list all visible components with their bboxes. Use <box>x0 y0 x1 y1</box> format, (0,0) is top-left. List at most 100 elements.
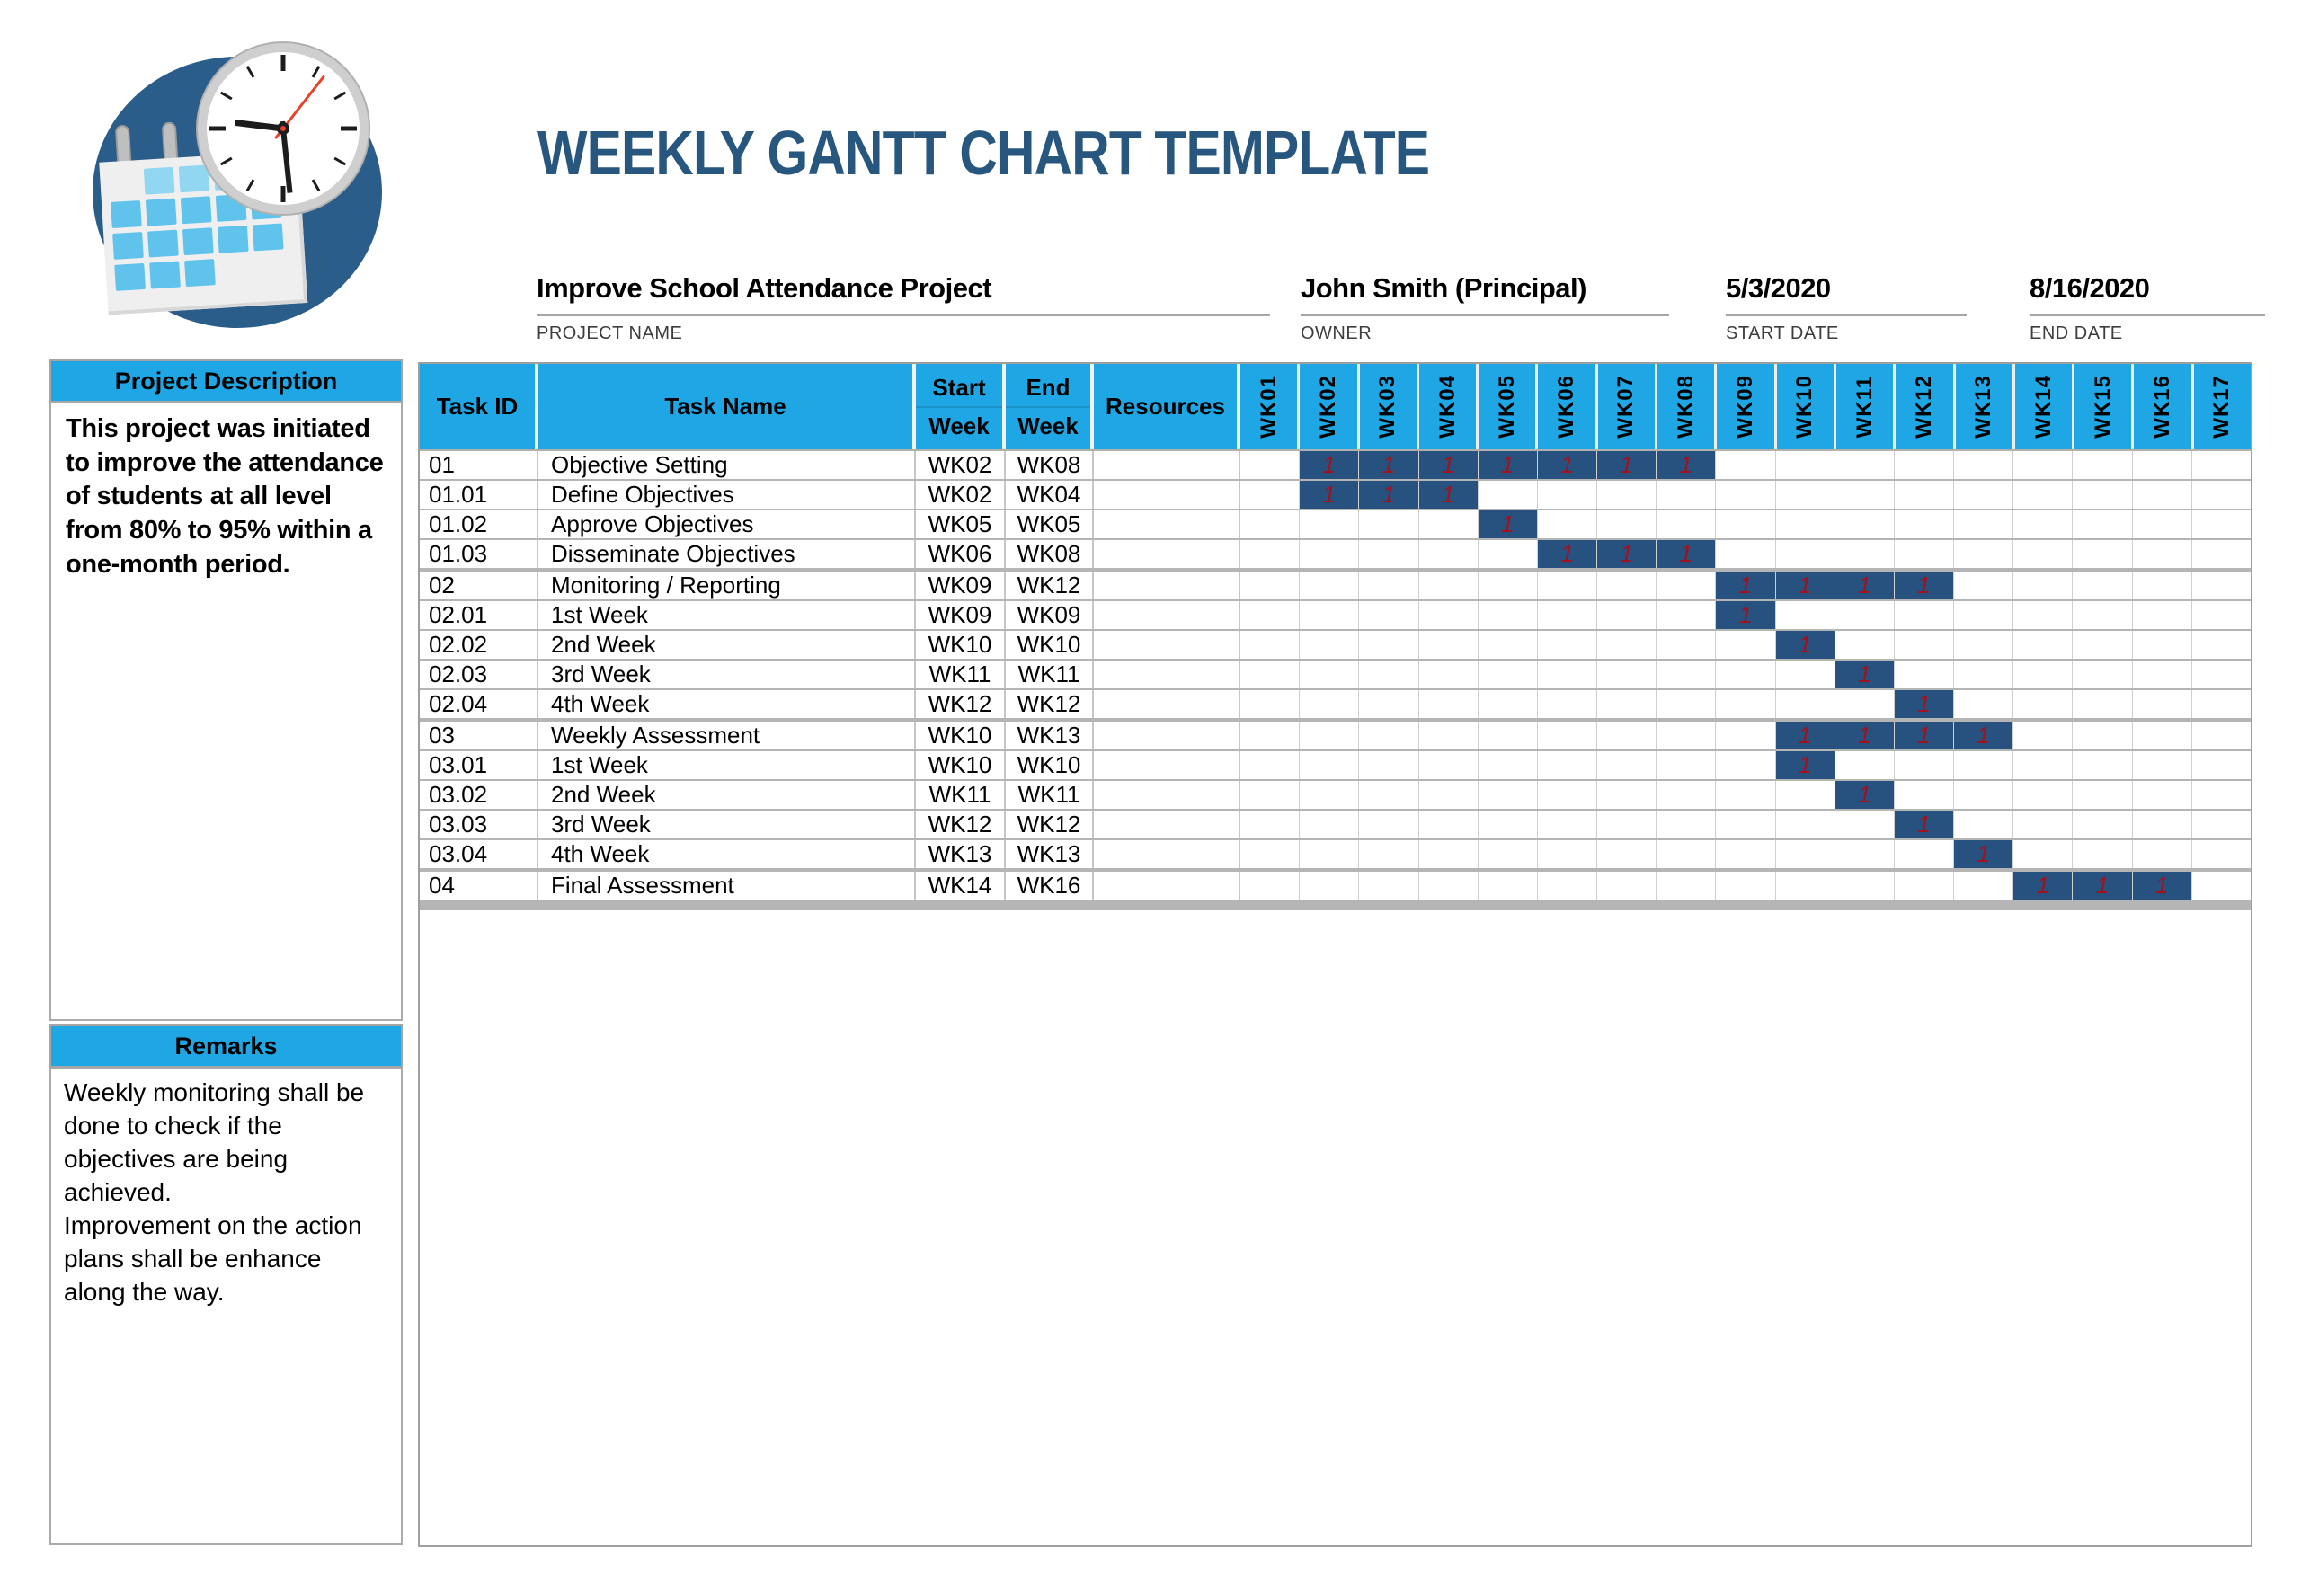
gantt-cell[interactable] <box>1954 872 2014 900</box>
gantt-cell[interactable]: 1 <box>1894 572 1955 599</box>
gantt-cell[interactable] <box>2192 510 2251 538</box>
task-name-cell[interactable]: Weekly Assessment <box>538 722 916 749</box>
gantt-cell[interactable] <box>1657 572 1717 599</box>
gantt-cell[interactable]: 1 <box>1775 751 1835 779</box>
gantt-cell[interactable] <box>2192 722 2251 749</box>
gantt-cell[interactable] <box>1538 811 1598 838</box>
gantt-cell[interactable] <box>1597 601 1657 629</box>
gantt-cell[interactable] <box>2192 572 2251 599</box>
gantt-cell[interactable] <box>1954 751 2014 779</box>
gantt-cell[interactable]: 1 <box>1657 451 1717 479</box>
task-name-cell[interactable]: Disseminate Objectives <box>538 540 916 568</box>
gantt-cell[interactable] <box>2192 811 2251 838</box>
gantt-cell[interactable] <box>1716 781 1776 809</box>
gantt-cell[interactable] <box>2133 722 2192 749</box>
resources-cell[interactable] <box>1094 540 1240 568</box>
resources-cell[interactable] <box>1094 631 1240 659</box>
end-week-cell[interactable]: WK16 <box>1006 872 1094 900</box>
gantt-cell[interactable] <box>1716 840 1776 868</box>
gantt-cell[interactable] <box>2192 840 2251 868</box>
gantt-cell[interactable] <box>1240 872 1301 900</box>
task-name-cell[interactable]: 3rd Week <box>538 811 916 838</box>
gantt-cell[interactable]: 1 <box>1300 451 1360 479</box>
gantt-cell[interactable] <box>1895 451 1955 479</box>
resources-cell[interactable] <box>1094 722 1240 749</box>
gantt-cell[interactable] <box>1240 840 1301 868</box>
gantt-cell[interactable]: 1 <box>1657 540 1717 568</box>
gantt-cell[interactable] <box>1479 872 1538 900</box>
gantt-cell[interactable]: 1 <box>1597 451 1657 479</box>
task-name-cell[interactable]: 2nd Week <box>538 631 916 659</box>
end-week-cell[interactable]: WK12 <box>1006 572 1094 599</box>
end-week-cell[interactable]: WK04 <box>1006 481 1094 509</box>
gantt-cell[interactable] <box>1895 631 1955 659</box>
gantt-cell[interactable] <box>1776 510 1835 538</box>
start-week-cell[interactable]: WK13 <box>916 840 1006 868</box>
gantt-cell[interactable] <box>2192 451 2251 479</box>
gantt-cell[interactable] <box>1419 811 1479 838</box>
gantt-cell[interactable] <box>1597 631 1657 659</box>
gantt-cell[interactable] <box>1716 811 1776 838</box>
gantt-cell[interactable] <box>2133 481 2192 509</box>
gantt-cell[interactable] <box>2192 751 2251 779</box>
gantt-cell[interactable] <box>1538 510 1598 538</box>
gantt-cell[interactable] <box>2133 451 2192 479</box>
task-id-cell[interactable]: 01.03 <box>420 540 538 568</box>
gantt-cell[interactable] <box>1657 510 1717 538</box>
gantt-cell[interactable] <box>1538 872 1598 900</box>
task-id-cell[interactable]: 02.02 <box>420 631 538 659</box>
gantt-cell[interactable] <box>2133 631 2192 659</box>
gantt-cell[interactable] <box>1776 661 1835 688</box>
gantt-cell[interactable] <box>2013 510 2074 538</box>
gantt-cell[interactable] <box>1479 811 1538 838</box>
task-name-cell[interactable]: Approve Objectives <box>538 510 916 538</box>
task-id-cell[interactable]: 03.04 <box>420 840 538 868</box>
resources-cell[interactable] <box>1094 481 1240 509</box>
gantt-cell[interactable]: 1 <box>1775 631 1835 659</box>
gantt-cell[interactable] <box>2073 510 2133 538</box>
gantt-cell[interactable] <box>1776 872 1835 900</box>
gantt-cell[interactable] <box>1359 572 1419 599</box>
gantt-cell[interactable] <box>1597 510 1657 538</box>
end-week-cell[interactable]: WK10 <box>1006 751 1094 779</box>
gantt-cell[interactable] <box>1300 781 1360 809</box>
gantt-cell[interactable] <box>1419 872 1479 900</box>
gantt-cell[interactable] <box>1835 690 1895 718</box>
gantt-cell[interactable] <box>2192 481 2251 509</box>
gantt-cell[interactable] <box>1300 690 1360 718</box>
gantt-cell[interactable]: 1 <box>1597 540 1657 568</box>
gantt-cell[interactable] <box>1359 510 1419 538</box>
gantt-cell[interactable] <box>1716 661 1776 688</box>
start-week-cell[interactable]: WK10 <box>916 751 1006 779</box>
start-week-cell[interactable]: WK11 <box>916 661 1006 688</box>
gantt-cell[interactable] <box>1657 481 1717 509</box>
gantt-cell[interactable] <box>1359 840 1419 868</box>
gantt-cell[interactable]: 1 <box>1478 510 1538 538</box>
gantt-cell[interactable] <box>2073 540 2133 568</box>
gantt-cell[interactable] <box>1240 811 1301 838</box>
start-week-cell[interactable]: WK12 <box>916 690 1006 718</box>
gantt-cell[interactable] <box>2013 840 2074 868</box>
end-week-cell[interactable]: WK10 <box>1006 631 1094 659</box>
task-name-cell[interactable]: 2nd Week <box>538 781 916 809</box>
end-week-cell[interactable]: WK12 <box>1006 811 1094 838</box>
gantt-cell[interactable] <box>1597 572 1657 599</box>
gantt-cell[interactable] <box>1479 601 1538 629</box>
gantt-cell[interactable] <box>1835 872 1895 900</box>
project-name-value[interactable]: Improve School Attendance Project <box>537 272 1270 316</box>
gantt-cell[interactable] <box>2013 811 2074 838</box>
start-week-cell[interactable]: WK02 <box>916 451 1006 479</box>
gantt-cell[interactable] <box>2073 572 2133 599</box>
gantt-cell[interactable] <box>2192 661 2251 688</box>
gantt-cell[interactable] <box>1419 631 1479 659</box>
task-name-cell[interactable]: 1st Week <box>538 751 916 779</box>
gantt-cell[interactable] <box>1835 601 1895 629</box>
gantt-cell[interactable] <box>1479 781 1538 809</box>
gantt-cell[interactable] <box>2013 481 2074 509</box>
gantt-cell[interactable] <box>1479 661 1538 688</box>
gantt-cell[interactable] <box>1359 811 1419 838</box>
gantt-cell[interactable] <box>2073 690 2133 718</box>
task-name-cell[interactable]: Objective Setting <box>538 451 916 479</box>
gantt-cell[interactable]: 1 <box>1835 722 1895 749</box>
gantt-cell[interactable] <box>1954 510 2014 538</box>
